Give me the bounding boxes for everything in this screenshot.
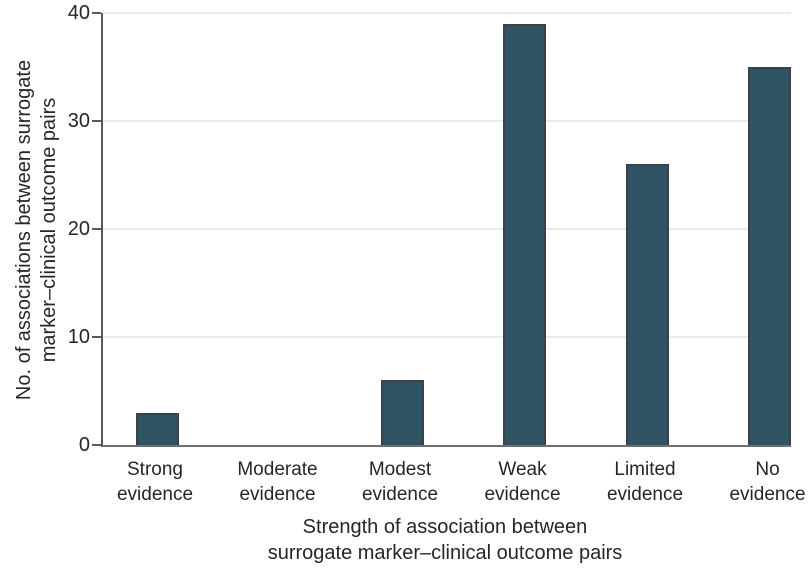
y-tick-30 xyxy=(92,120,101,122)
x-category-label-moderate-evidence: Moderate evidence xyxy=(213,457,343,507)
x-category-label-line: evidence xyxy=(361,484,439,505)
y-tick-label-10: 10 xyxy=(67,326,90,348)
x-category-label-line: Strong xyxy=(127,459,183,480)
x-category-label-modest-evidence: Modest evidence xyxy=(335,457,465,507)
gridline-y-20 xyxy=(103,228,791,230)
gridline-y-10 xyxy=(103,336,791,338)
y-tick-40 xyxy=(92,12,101,14)
x-axis-title: Strength of association between surrogat… xyxy=(101,514,789,566)
y-tick-20 xyxy=(92,228,101,230)
bar-weak-evidence xyxy=(503,23,546,445)
x-axis-title-line-2: surrogate marker–clinical outcome pairs xyxy=(267,542,623,564)
x-category-label-line: evidence xyxy=(729,484,806,505)
x-category-label-line: Moderate xyxy=(237,459,318,480)
x-category-label-line: No xyxy=(755,459,780,480)
y-tick-label-40: 40 xyxy=(67,2,90,24)
y-tick-label-30: 30 xyxy=(67,110,90,132)
x-category-label-weak-evidence: Weak evidence xyxy=(458,457,588,507)
x-axis-title-line-1: Strength of association between xyxy=(302,516,588,538)
bar-limited-evidence xyxy=(625,164,669,445)
plot-area xyxy=(92,12,791,447)
gridline-y-40 xyxy=(103,12,791,14)
bar-no-evidence xyxy=(748,67,791,445)
y-tick-label-0: 0 xyxy=(78,434,90,456)
bar-strong-evidence xyxy=(135,412,179,445)
x-category-label-line: evidence xyxy=(239,484,316,505)
gridline-y-30 xyxy=(103,120,791,122)
x-category-label-line: evidence xyxy=(606,484,684,505)
x-category-label-line: Limited xyxy=(614,459,676,480)
y-tick-10 xyxy=(92,336,101,338)
x-category-label-limited-evidence: Limited evidence xyxy=(580,457,710,507)
x-category-label-no-evidence: No evidence xyxy=(703,457,810,507)
x-category-label-strong-evidence: Strong evidence xyxy=(90,457,220,507)
x-category-label-line: evidence xyxy=(484,484,561,505)
x-category-label-line: Weak xyxy=(498,459,547,480)
y-tick-label-20: 20 xyxy=(67,218,90,240)
bar-modest-evidence xyxy=(380,380,424,445)
x-category-label-line: Modest xyxy=(368,459,432,480)
y-tick-0 xyxy=(92,444,101,446)
x-category-label-line: evidence xyxy=(116,484,194,505)
